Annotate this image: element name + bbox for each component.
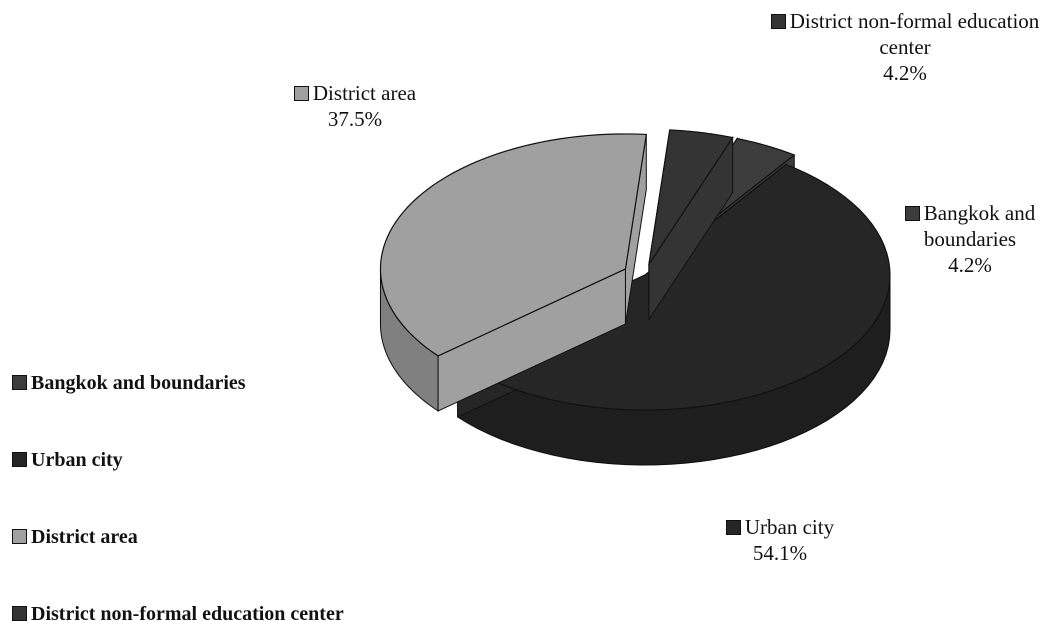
label-text: Urban city: [744, 515, 835, 539]
data-label-name: Bangkok and boundaries: [880, 200, 1054, 252]
legend-label: Urban city: [31, 449, 123, 471]
legend-swatch: [12, 452, 27, 467]
label-swatch: [904, 206, 920, 221]
legend-item: District area: [12, 526, 138, 549]
value-label: 54.1%: [752, 541, 808, 565]
label-text: District non-formal education center: [789, 9, 1040, 59]
data-label: Bangkok and boundaries 4.2%: [880, 200, 1054, 278]
legend-label: District area: [31, 526, 138, 548]
label-swatch: [770, 14, 786, 29]
pie-slice: [648, 129, 734, 322]
data-label: Urban city 54.1%: [690, 514, 870, 566]
label-text: Bangkok and boundaries: [923, 201, 1036, 251]
value-label: 37.5%: [327, 107, 383, 131]
value-label: 4.2%: [948, 253, 992, 277]
legend-label: Bangkok and boundaries: [31, 372, 246, 394]
legend-item: Bangkok and boundaries: [12, 372, 246, 395]
legend-label: District non-formal education center: [31, 603, 344, 621]
legend-item: Urban city: [12, 449, 123, 472]
data-label-name: Urban city: [690, 514, 870, 540]
legend-swatch: [12, 529, 27, 544]
data-label-name: District non-formal education center: [770, 8, 1040, 60]
legend-swatch: [12, 606, 27, 621]
data-label: District non-formal education center 4.2%: [770, 8, 1040, 86]
label-swatch: [725, 520, 741, 535]
legend-swatch: [12, 375, 27, 390]
pie-slice: [379, 133, 648, 412]
slice-top: [648, 129, 734, 265]
data-label-name: District area: [260, 80, 450, 106]
data-label: District area 37.5%: [260, 80, 450, 132]
value-label: 4.2%: [883, 61, 927, 85]
slice-top: [379, 133, 648, 357]
legend-item: District non-formal education center: [12, 603, 344, 621]
label-text: District area: [312, 81, 417, 105]
label-swatch: [293, 86, 309, 101]
